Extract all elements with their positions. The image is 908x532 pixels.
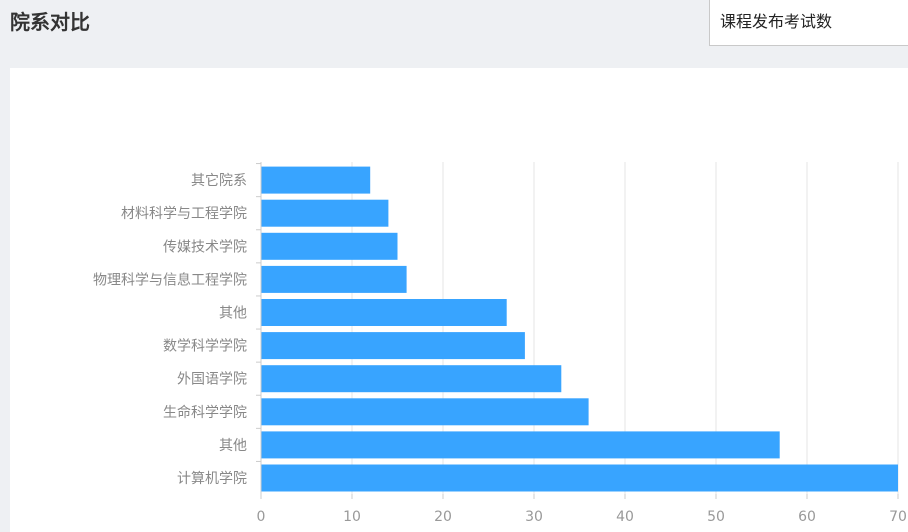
bar[interactable] bbox=[261, 299, 507, 326]
category-label: 传媒技术学院 bbox=[163, 239, 247, 255]
bar[interactable] bbox=[261, 365, 562, 393]
x-tick-label: 0 bbox=[257, 509, 266, 525]
category-label: 材料科学与工程学院 bbox=[121, 206, 247, 222]
category-label: 外国语学院 bbox=[177, 372, 247, 388]
x-tick-label: 50 bbox=[707, 509, 725, 525]
category-label: 物理科学与信息工程学院 bbox=[93, 271, 247, 288]
bar[interactable] bbox=[261, 232, 398, 260]
category-label: 数学科学学院 bbox=[163, 339, 247, 355]
bar[interactable] bbox=[261, 398, 589, 426]
category-label: 生命科学学院 bbox=[163, 404, 247, 421]
x-tick-label: 70 bbox=[889, 509, 907, 525]
category-label: 其它院系 bbox=[191, 172, 247, 189]
x-tick-label: 60 bbox=[798, 509, 816, 525]
category-label: 其他 bbox=[219, 438, 247, 454]
x-tick-label: 20 bbox=[434, 509, 452, 525]
category-label: 计算机学院 bbox=[177, 471, 247, 487]
x-tick-label: 30 bbox=[525, 509, 543, 525]
bar[interactable] bbox=[261, 265, 407, 293]
bar[interactable] bbox=[261, 431, 780, 459]
bar[interactable] bbox=[261, 464, 898, 492]
metric-select[interactable]: 课程发布考试数 bbox=[709, 0, 908, 46]
x-tick-label: 10 bbox=[343, 509, 361, 525]
bar[interactable] bbox=[261, 199, 389, 227]
bar[interactable] bbox=[261, 332, 525, 360]
bar[interactable] bbox=[261, 166, 371, 194]
page-title: 院系对比 bbox=[10, 10, 90, 34]
category-label: 其他 bbox=[219, 306, 247, 322]
x-tick-label: 40 bbox=[616, 509, 634, 525]
